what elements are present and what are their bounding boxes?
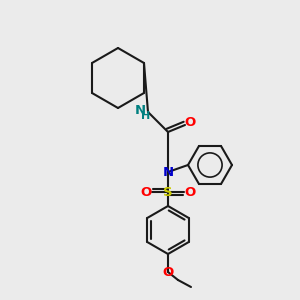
- Text: H: H: [141, 111, 151, 121]
- Text: O: O: [184, 116, 196, 130]
- Text: N: N: [134, 103, 146, 116]
- Text: O: O: [184, 185, 196, 199]
- Text: N: N: [162, 166, 174, 178]
- Text: O: O: [140, 185, 152, 199]
- Text: S: S: [163, 185, 173, 199]
- Text: O: O: [162, 266, 174, 278]
